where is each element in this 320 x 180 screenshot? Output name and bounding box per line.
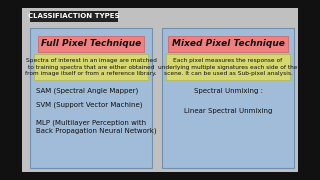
Bar	[166, 54, 290, 80]
Text: SVM (Support Vector Machine): SVM (Support Vector Machine)	[36, 102, 142, 109]
Text: Spectra of interest in an image are matched
to training spectra that are either : Spectra of interest in an image are matc…	[25, 58, 157, 76]
Bar	[22, 8, 298, 172]
Text: MLP (Multilayer Perception with
Back Propagation Neural Network): MLP (Multilayer Perception with Back Pro…	[36, 120, 156, 134]
Text: Mixed Pixel Technique: Mixed Pixel Technique	[172, 39, 284, 48]
Bar	[162, 28, 294, 168]
Text: Full Pixel Technique: Full Pixel Technique	[41, 39, 141, 48]
Bar	[30, 28, 152, 168]
Bar	[168, 36, 288, 52]
Bar	[34, 54, 148, 80]
Text: SAM (Spectral Angle Mapper): SAM (Spectral Angle Mapper)	[36, 88, 138, 94]
Text: CLASSIFIACTION TYPES: CLASSIFIACTION TYPES	[28, 14, 120, 19]
Bar	[30, 11, 118, 22]
Bar	[38, 36, 144, 52]
Text: Linear Spectral Unmixing: Linear Spectral Unmixing	[184, 108, 272, 114]
Text: Each pixel measures the response of
underlying multiple signatures each side of : Each pixel measures the response of unde…	[158, 58, 298, 76]
Text: Spectral Unmixing :: Spectral Unmixing :	[194, 88, 262, 94]
